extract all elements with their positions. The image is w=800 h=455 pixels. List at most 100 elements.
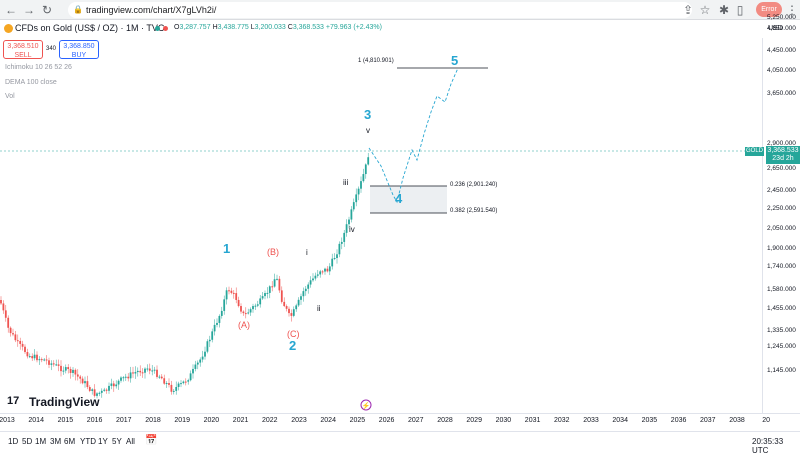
candle-body (160, 376, 163, 379)
candle-body (367, 157, 370, 165)
candle-body (9, 327, 12, 334)
candle-body (184, 381, 187, 383)
time-tick-label: 2035 (641, 417, 658, 424)
buy-button[interactable]: 3,368.850 BUY (59, 40, 99, 59)
time-tick-label: 2021 (232, 417, 249, 424)
candle-body (278, 278, 281, 291)
utc-clock[interactable]: 20:35:33 UTC (752, 437, 784, 455)
time-tick-label: 2025 (349, 417, 366, 424)
back-icon[interactable]: ← (5, 3, 17, 17)
price-chart[interactable]: ⚡ (0, 38, 762, 413)
candle-body (74, 369, 77, 375)
price-tick-label: 2,250.000 (767, 205, 796, 212)
timeframe-5y[interactable]: 5Y (112, 437, 122, 446)
low-label: L (250, 24, 255, 31)
candle-body (86, 381, 89, 388)
timeframe-ytd[interactable]: YTD (80, 437, 96, 446)
candle-body (304, 288, 307, 292)
date-range-icon[interactable]: 📅 (145, 435, 158, 446)
sidebar-icon[interactable]: ▯ (736, 3, 744, 17)
candle-body (38, 359, 41, 361)
wave-a-label: (A) (238, 320, 250, 330)
candle-body (223, 299, 226, 311)
candle-body (158, 376, 161, 378)
candle-body (28, 356, 31, 358)
candle-body (297, 299, 300, 306)
indicator-volume[interactable]: Vol (5, 93, 15, 100)
candle-body (19, 340, 22, 344)
price-axis[interactable]: 5,250.000 4,850.000 4,450.000 4,050.000 3,65… (762, 14, 800, 413)
profile-error-badge[interactable]: Error (756, 2, 782, 17)
price-tick-label: 1,245.000 (767, 343, 796, 350)
candle-body (4, 310, 7, 318)
time-tick-label: 2033 (583, 417, 599, 424)
candle-body (300, 296, 302, 300)
symbol-title[interactable]: CFDs on Gold (US$ / OZ) · 1M · TVC (15, 23, 165, 33)
reload-icon[interactable]: ↻ (41, 3, 53, 17)
ohlc-readout: O3,287.757 H3,438.775 L3,200.033 C3,368.… (174, 24, 382, 31)
price-tick-label: 3,650.000 (767, 90, 796, 97)
candle-body (43, 359, 46, 361)
candle-body (357, 188, 360, 195)
address-bar[interactable]: 🔒 tradingview.com/chart/X7gLVh2i/ (68, 2, 692, 18)
subwave-ii-label: ii (317, 304, 321, 313)
candle-body (208, 339, 211, 342)
candle-body (62, 370, 65, 372)
candle-body (364, 164, 367, 175)
price-tick-label: 2,450.000 (767, 187, 796, 194)
last-price-tag: 3,368.533 23d 2h (766, 146, 800, 164)
candle-body (151, 370, 154, 372)
indicator-ichimoku[interactable]: Ichimoku 10 26 52 26 (5, 64, 72, 71)
timeframe-1y[interactable]: 1Y (98, 437, 108, 446)
candle-body (182, 381, 185, 384)
chart-header: CFDs on Gold (US$ / OZ) · 1M · TVC O3,28… (0, 20, 800, 38)
timeframe-all[interactable]: All (126, 437, 135, 446)
wave-c-label: (C) (287, 329, 300, 339)
candle-body (120, 377, 122, 381)
star-icon[interactable]: ☆ (699, 3, 711, 17)
indicator-dema[interactable]: DEMA 100 close (5, 79, 57, 86)
time-tick-label: 2019 (174, 417, 190, 424)
market-status-icon (155, 26, 160, 31)
candle-body (122, 377, 125, 379)
share-icon[interactable]: ⇪ (682, 3, 694, 17)
menu-icon[interactable]: ⋮ (786, 3, 798, 17)
candle-body (84, 381, 86, 384)
candle-body (230, 290, 233, 293)
sell-button[interactable]: 3,368.510 SELL (3, 40, 43, 59)
candles-group (0, 152, 370, 399)
timeframe-1d[interactable]: 1D (8, 437, 19, 446)
candle-body (21, 343, 24, 347)
candle-body (220, 310, 223, 316)
bar-countdown: 23d 2h (772, 155, 794, 162)
gold-symbol-icon (4, 24, 13, 33)
timeframe-6m[interactable]: 6M (64, 437, 76, 446)
candle-body (177, 383, 180, 387)
candle-body (292, 309, 295, 316)
candle-body (328, 266, 331, 272)
price-tick-label: 1,580.000 (767, 286, 796, 293)
extensions-icon[interactable]: ✱ (718, 3, 730, 17)
candle-body (261, 296, 264, 299)
forward-icon[interactable]: → (23, 3, 35, 17)
candle-body (103, 389, 106, 391)
candle-body (326, 268, 329, 272)
candle-body (206, 341, 209, 352)
currency-label[interactable]: USD (768, 25, 783, 32)
candle-body (134, 372, 137, 374)
timeframe-1m[interactable]: 1M (35, 437, 47, 446)
time-tick-label: 2037 (700, 417, 716, 424)
timeframe-5d[interactable]: 5D (22, 437, 33, 446)
candle-body (324, 268, 326, 272)
candle-body (201, 356, 204, 360)
candle-body (348, 219, 350, 225)
wave-2-label: 2 (289, 338, 297, 353)
time-axis[interactable]: 2013 2014 2015 2016 2017 2018 2019 2020 2021 2022… (0, 413, 800, 429)
timeframe-3m[interactable]: 3M (50, 437, 62, 446)
candle-body (290, 313, 293, 316)
candle-body (264, 293, 266, 297)
candle-body (141, 372, 144, 374)
candle-body (132, 372, 134, 374)
candle-body (2, 303, 5, 311)
event-marker-icon[interactable] (360, 399, 372, 411)
